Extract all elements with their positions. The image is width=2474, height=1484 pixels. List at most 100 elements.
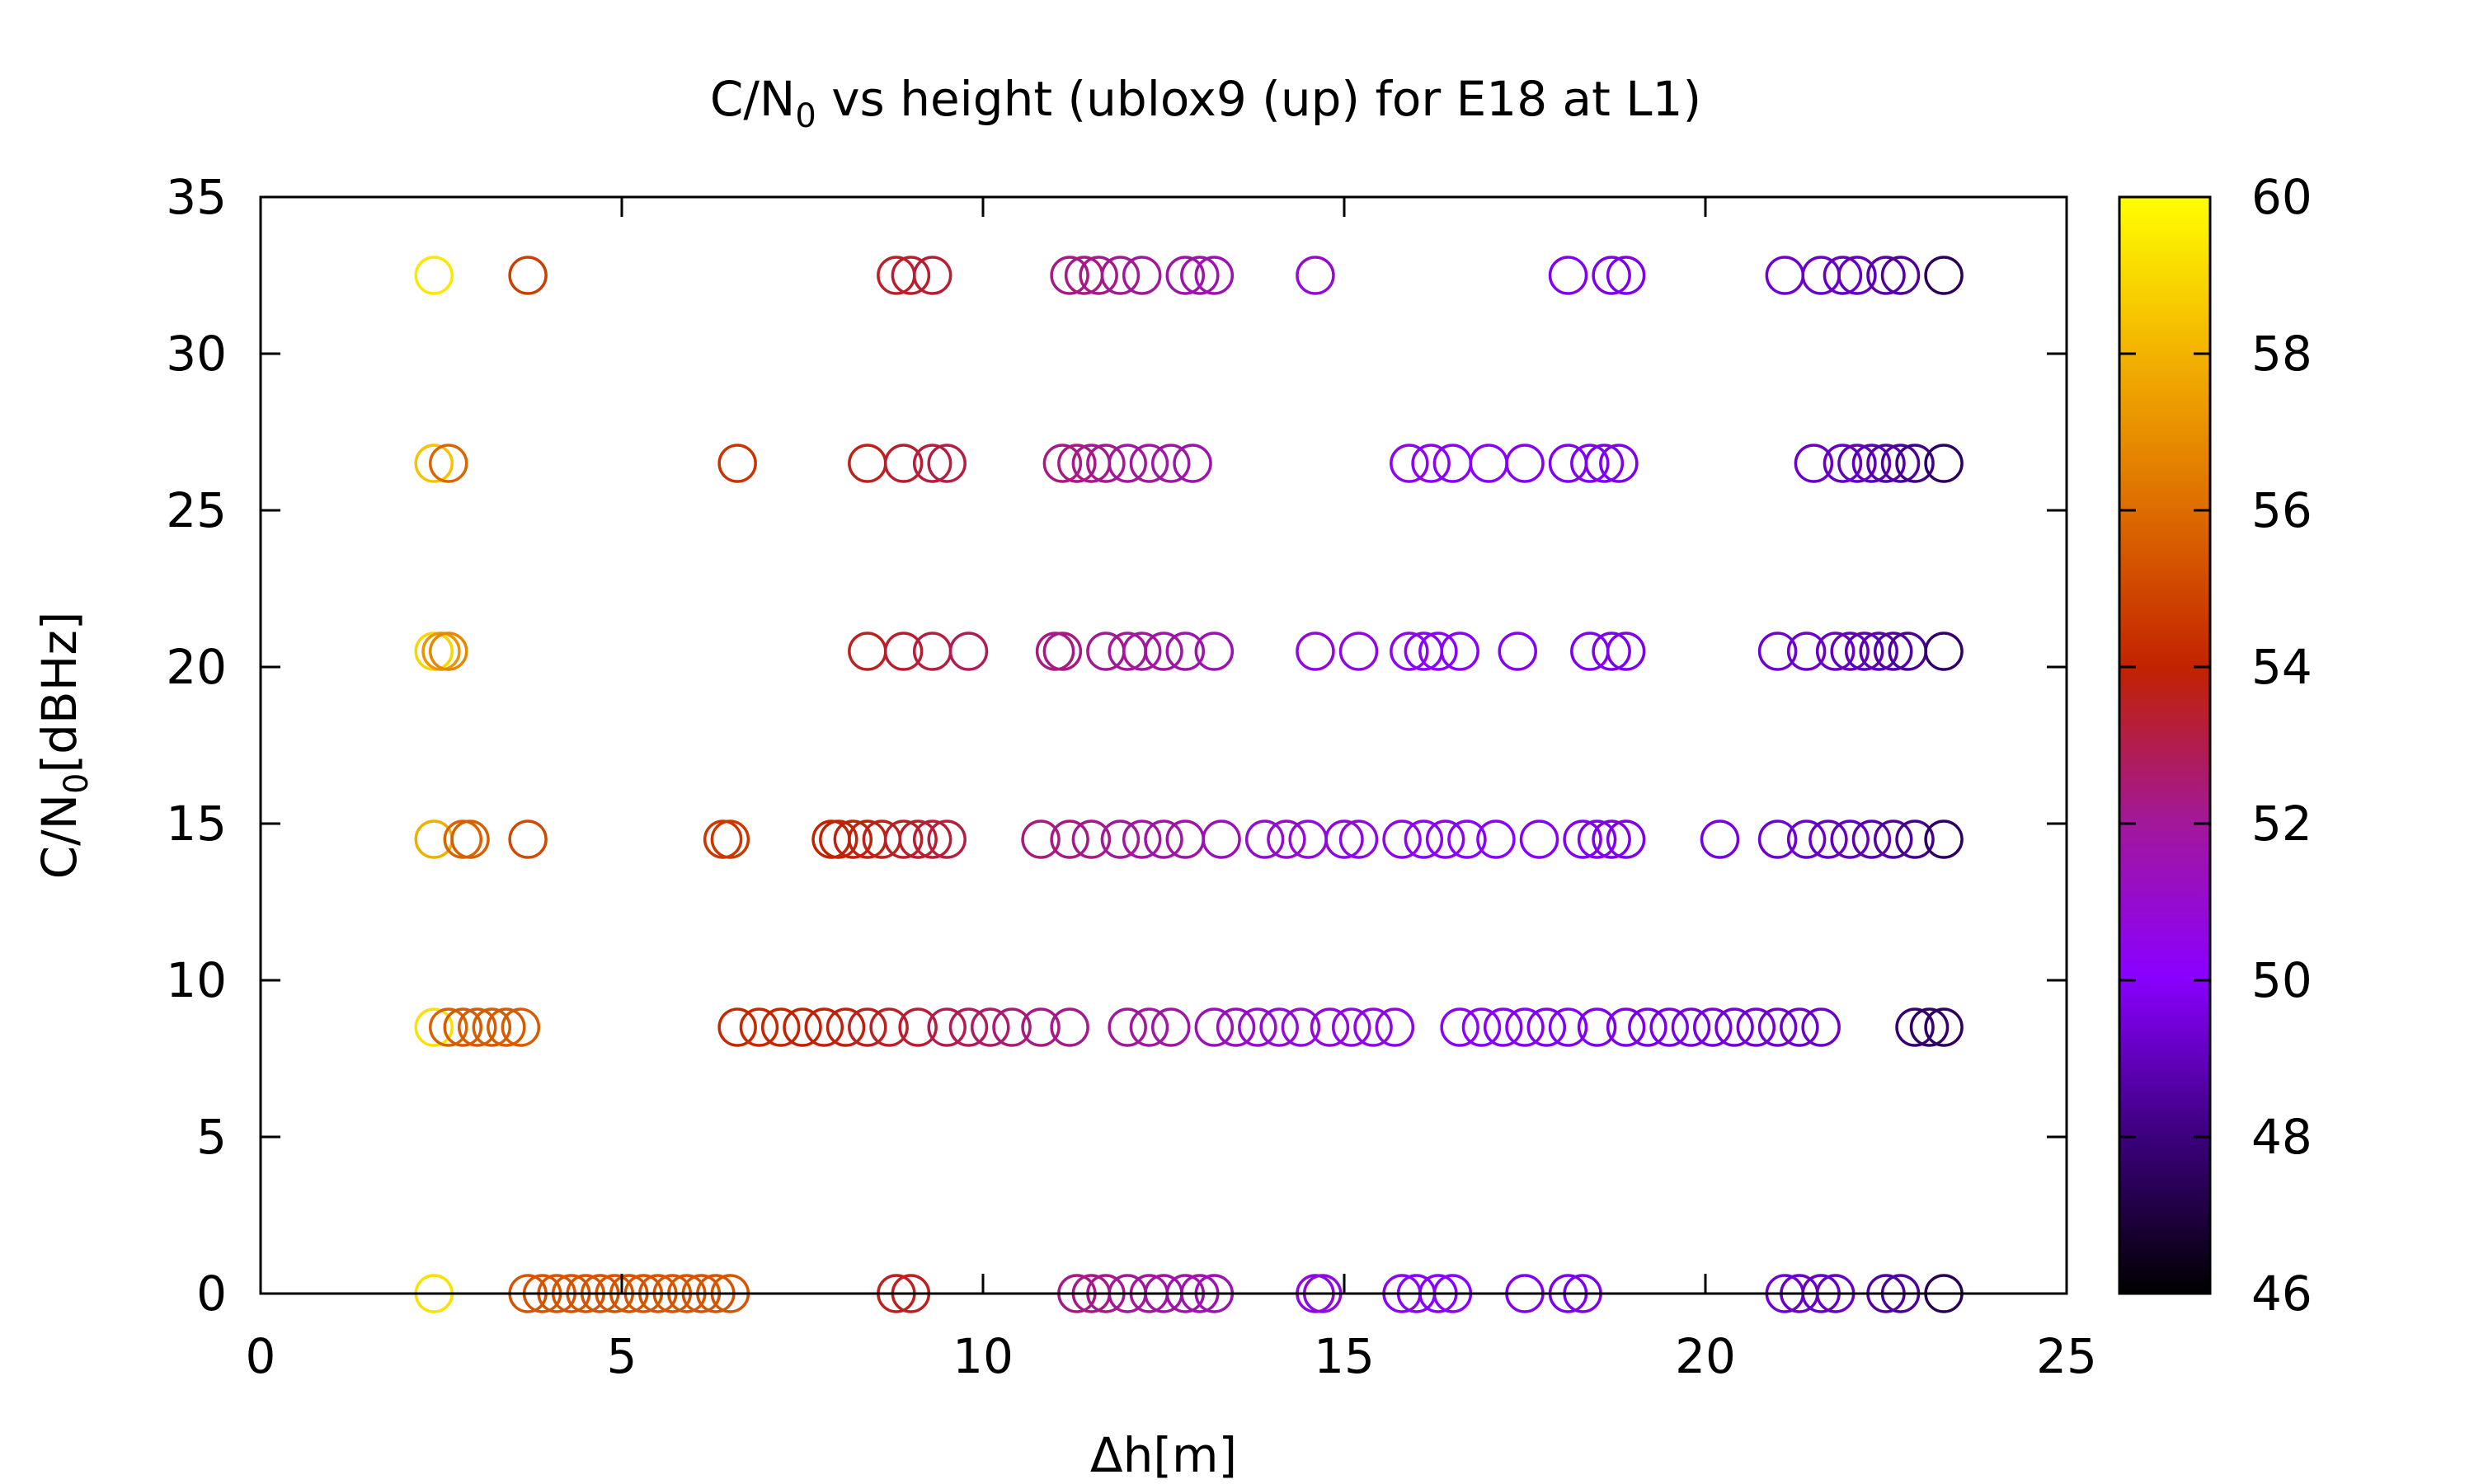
- data-point: [1592, 632, 1631, 671]
- data-point: [1129, 1007, 1169, 1047]
- data-point: [1144, 819, 1183, 859]
- data-point: [458, 1007, 497, 1047]
- data-point: [1505, 444, 1545, 483]
- data-point: [429, 632, 468, 671]
- data-point: [1823, 444, 1863, 483]
- data-point: [1194, 256, 1235, 295]
- data-point: [1100, 256, 1141, 295]
- data-point: [1432, 444, 1473, 483]
- colorbar-tick-label: 56: [2251, 482, 2312, 538]
- data-point: [421, 632, 461, 671]
- data-point: [1519, 819, 1559, 859]
- data-point: [1151, 1007, 1191, 1047]
- data-point: [1649, 1007, 1689, 1047]
- data-point: [848, 1007, 887, 1047]
- colorbar-tick-label: 48: [2251, 1109, 2312, 1165]
- data-point: [1895, 444, 1935, 483]
- data-point: [1866, 444, 1906, 483]
- data-point: [1801, 256, 1841, 295]
- data-point: [710, 819, 750, 859]
- data-point: [1570, 632, 1610, 671]
- data-point: [1693, 1007, 1733, 1047]
- data-point: [1765, 256, 1805, 295]
- data-point: [1577, 819, 1617, 859]
- data-point: [508, 819, 548, 859]
- colorbar-tick-label: 58: [2251, 326, 2312, 382]
- data-point: [1628, 1007, 1667, 1047]
- data-point: [1267, 819, 1306, 859]
- data-point: [992, 1007, 1032, 1047]
- data-point: [1353, 1007, 1393, 1047]
- data-point: [912, 632, 952, 671]
- data-point: [898, 1007, 938, 1047]
- y-tick-label: 15: [166, 796, 227, 852]
- data-point: [1122, 819, 1162, 859]
- data-point: [1924, 1007, 1964, 1047]
- data-point: [1794, 444, 1834, 483]
- data-point: [443, 1007, 483, 1047]
- data-point: [883, 819, 924, 859]
- data-point: [1310, 1007, 1350, 1047]
- data-point: [487, 1007, 526, 1047]
- data-point: [1786, 819, 1827, 859]
- data-point: [1671, 1007, 1711, 1047]
- data-point: [1296, 632, 1335, 671]
- data-point: [1042, 632, 1083, 671]
- colorbar-tick-label: 50: [2251, 952, 2312, 1008]
- data-point: [443, 819, 483, 859]
- data-point: [717, 1007, 757, 1047]
- y-tick-label: 5: [196, 1109, 227, 1165]
- data-point: [1244, 819, 1285, 859]
- data-point: [1108, 1007, 1147, 1047]
- data-point: [1548, 1007, 1588, 1047]
- data-point: [1375, 1007, 1415, 1047]
- y-tick-label: 35: [166, 169, 227, 225]
- y-tick-label: 0: [196, 1266, 227, 1322]
- y-tick-label: 25: [166, 482, 227, 538]
- y-tick-label: 10: [166, 952, 227, 1008]
- data-point: [1844, 632, 1884, 671]
- x-tick-label: 10: [952, 1328, 1014, 1384]
- chart-title: C/N0 vs height (ublox9 (up) for E18 at L…: [710, 71, 1701, 135]
- data-point: [1823, 256, 1863, 295]
- data-point: [1924, 444, 1964, 483]
- data-point: [1021, 1007, 1061, 1047]
- data-point: [1548, 256, 1588, 295]
- data-point: [1851, 819, 1892, 859]
- data-point: [1700, 819, 1740, 859]
- x-tick-label: 25: [2036, 1328, 2097, 1384]
- data-point: [1165, 819, 1206, 859]
- x-tick-label: 15: [1314, 1328, 1375, 1384]
- data-point: [1786, 632, 1827, 671]
- data-point: [1757, 1007, 1798, 1047]
- data-point: [1425, 819, 1465, 859]
- data-point: [1837, 444, 1877, 483]
- data-point: [501, 1007, 541, 1047]
- x-axis: 0 5 10 15 20 25: [246, 197, 2097, 1384]
- data-point: [848, 632, 887, 671]
- data-point: [1851, 444, 1892, 483]
- plot-area-frame: [259, 195, 2068, 1295]
- data-point: [1086, 632, 1126, 671]
- data-point: [1035, 632, 1075, 671]
- data-point: [1895, 1007, 1935, 1047]
- data-point: [1563, 819, 1602, 859]
- data-point: [1476, 819, 1516, 859]
- x-tick-label: 20: [1675, 1328, 1736, 1384]
- data-point: [1180, 256, 1220, 295]
- data-point: [891, 256, 931, 295]
- data-point: [1483, 1007, 1523, 1047]
- data-point: [1815, 632, 1856, 671]
- data-point: [1757, 819, 1798, 859]
- data-point: [1780, 1007, 1819, 1047]
- data-point: [1338, 819, 1379, 859]
- data-point: [1808, 819, 1848, 859]
- data-point: [1338, 632, 1379, 671]
- data-point: [760, 1007, 801, 1047]
- data-point: [927, 444, 967, 483]
- data-point: [1440, 1007, 1479, 1047]
- data-point: [1440, 632, 1479, 671]
- data-point: [1122, 632, 1162, 671]
- data-point: [1202, 819, 1241, 859]
- data-point: [1880, 444, 1921, 483]
